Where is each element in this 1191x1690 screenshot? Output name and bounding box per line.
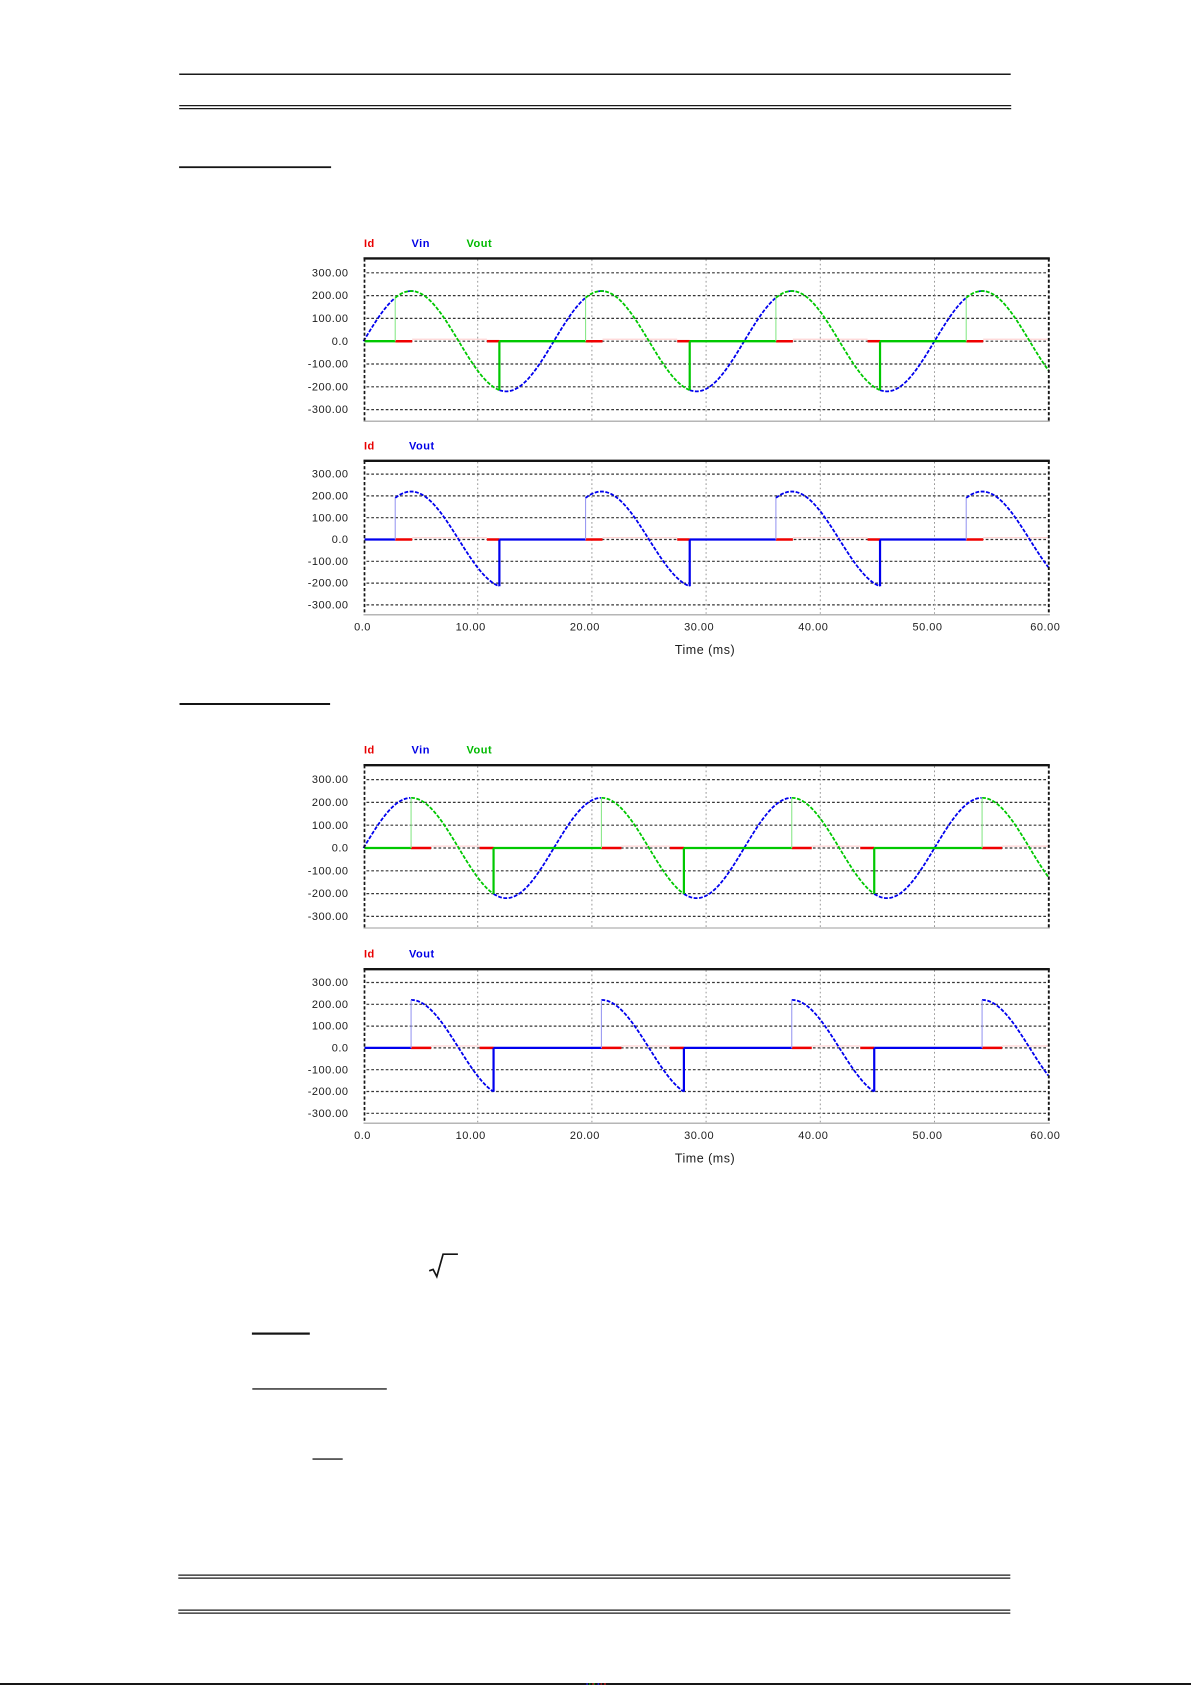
- svg-text:Id: Id: [364, 440, 375, 452]
- svg-text:-200.00: -200.00: [308, 381, 349, 393]
- svg-text:200.00: 200.00: [312, 290, 349, 302]
- svg-text:300.00: 300.00: [312, 469, 349, 481]
- svg-text:-100.00: -100.00: [308, 1064, 349, 1076]
- svg-text:50.00: 50.00: [912, 1130, 942, 1142]
- svg-text:Vin: Vin: [412, 745, 430, 757]
- svg-text:60.00: 60.00: [1030, 622, 1060, 634]
- svg-text:300.00: 300.00: [312, 267, 349, 279]
- svg-text:0.0: 0.0: [332, 534, 349, 546]
- svg-text:50.00: 50.00: [912, 622, 942, 634]
- svg-text:-200.00: -200.00: [308, 578, 349, 590]
- svg-text:10.00: 10.00: [456, 1130, 486, 1142]
- svg-text:Vout: Vout: [467, 238, 493, 250]
- svg-text:30.00: 30.00: [684, 622, 714, 634]
- svg-text:100.00: 100.00: [312, 820, 349, 832]
- svg-text:Vout: Vout: [409, 440, 435, 452]
- svg-text:-300.00: -300.00: [308, 1108, 349, 1120]
- svg-text:-100.00: -100.00: [308, 556, 349, 568]
- svg-text:40.00: 40.00: [798, 622, 828, 634]
- svg-text:Id: Id: [364, 238, 375, 250]
- svg-text:-200.00: -200.00: [308, 888, 349, 900]
- svg-text:-100.00: -100.00: [308, 359, 349, 371]
- svg-text:100.00: 100.00: [312, 1021, 349, 1033]
- svg-text:Time (ms): Time (ms): [675, 643, 735, 657]
- svg-text:200.00: 200.00: [312, 999, 349, 1011]
- svg-text:-100.00: -100.00: [308, 865, 349, 877]
- svg-text:0.0: 0.0: [354, 1130, 371, 1142]
- svg-text:-200.00: -200.00: [308, 1086, 349, 1098]
- svg-text:0.0: 0.0: [332, 1043, 349, 1055]
- svg-text:30.00: 30.00: [684, 1130, 714, 1142]
- svg-text:10.00: 10.00: [456, 622, 486, 634]
- svg-text:60.00: 60.00: [1030, 1130, 1060, 1142]
- svg-text:100.00: 100.00: [312, 512, 349, 524]
- svg-text:-300.00: -300.00: [308, 600, 349, 612]
- svg-text:Id: Id: [364, 949, 375, 961]
- svg-text:200.00: 200.00: [312, 797, 349, 809]
- svg-text:300.00: 300.00: [312, 774, 349, 786]
- svg-text:-300.00: -300.00: [308, 404, 349, 416]
- svg-text:0.0: 0.0: [332, 336, 349, 348]
- svg-text:Time (ms): Time (ms): [675, 1152, 735, 1166]
- svg-text:20.00: 20.00: [570, 622, 600, 634]
- svg-text:40.00: 40.00: [798, 1130, 828, 1142]
- svg-text:Id: Id: [364, 745, 375, 757]
- svg-text:Vin: Vin: [412, 238, 430, 250]
- svg-text:-300.00: -300.00: [308, 911, 349, 923]
- svg-text:Vout: Vout: [467, 745, 493, 757]
- svg-text:20.00: 20.00: [570, 1130, 600, 1142]
- svg-text:Vout: Vout: [409, 949, 435, 961]
- svg-text:100.00: 100.00: [312, 313, 349, 325]
- svg-text:0.0: 0.0: [354, 622, 371, 634]
- svg-text:0.0: 0.0: [332, 843, 349, 855]
- svg-text:300.00: 300.00: [312, 977, 349, 989]
- svg-text:200.00: 200.00: [312, 491, 349, 503]
